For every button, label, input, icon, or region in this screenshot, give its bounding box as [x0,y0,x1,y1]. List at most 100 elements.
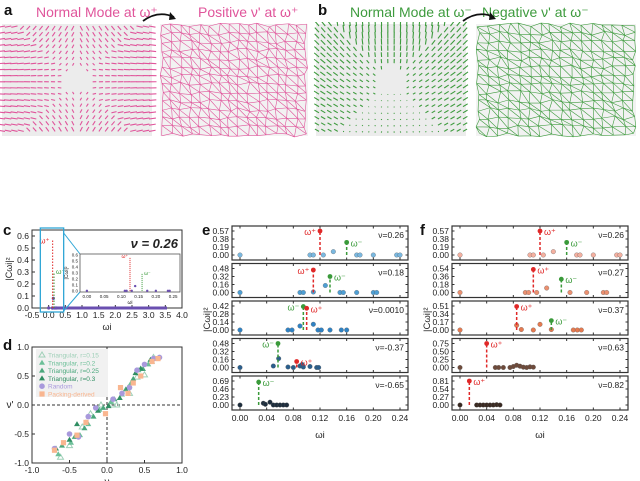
displacement-arrow [456,128,461,132]
displacement-arrow [58,44,62,49]
displacement-arrow [98,103,102,107]
data-point [300,290,306,295]
displacement-arrow [111,126,116,132]
displacement-arrow [339,110,345,114]
inset-y-tick-label: 0.2 [72,276,79,281]
omega-plus-point [294,359,300,364]
inset-omega-minus-label: ω⁻ [144,271,151,277]
displacement-arrow [123,56,131,59]
displacement-arrow [359,104,364,108]
displacement-arrow [361,131,364,133]
data-point [51,447,58,453]
displacement-arrow [38,25,43,31]
displacement-arrow [111,62,117,65]
data-point [237,327,243,333]
displacement-arrow [148,50,157,53]
displacement-arrow [367,31,370,39]
legend-marker [39,375,45,381]
displacement-arrow [361,22,364,27]
data-point [318,327,324,333]
displacement-arrow [332,71,339,77]
displacement-arrow [92,25,96,31]
displacement-arrow [368,118,370,121]
displacement-arrow [320,52,326,58]
displacement-arrow [456,90,462,95]
displacement-arrow [71,25,75,31]
data-point [262,401,268,407]
displacement-arrow [130,31,137,35]
y-tick-label: 0.27 [432,392,449,402]
displacement-arrow [443,33,449,39]
displacement-arrow [65,44,69,49]
omega-minus-point [344,239,350,245]
displacement-arrow [4,37,12,41]
displacement-arrow [104,109,109,114]
inset-x-tick-label: 0.15 [134,294,143,299]
data-point [155,356,161,362]
data-point [310,321,316,327]
displacement-arrow [85,56,89,61]
x-tick-label: 0.24 [612,413,629,423]
y-tick-label: 0.5 [17,243,29,253]
displacement-arrow [327,122,332,126]
displacement-arrow [65,69,69,72]
displacement-arrow [85,120,90,126]
y-tick-label: 0.00 [432,363,449,373]
x-tick-label: 0.20 [585,413,602,423]
displacement-arrow [418,92,423,95]
displacement-arrow [359,98,364,101]
displacement-arrow [361,24,364,33]
field-background [316,24,466,136]
x-tick-label: 0.08 [505,413,522,423]
displacement-arrow [71,97,75,101]
displacement-arrow [58,62,62,66]
displacement-arrow [10,44,18,47]
data-point [285,364,291,370]
displacement-arrow [320,33,326,39]
displacement-arrow [352,72,357,77]
inset-data-point [123,289,127,293]
displacement-arrow [346,78,351,83]
displacement-arrow [105,99,110,101]
data-point [83,419,89,425]
displacement-arrow [340,122,345,126]
displacement-arrow [117,99,124,101]
displacement-arrow [37,111,43,114]
displacement-arrow [136,62,144,65]
inset-y-tick-label: 0.4 [72,265,79,270]
data-point [540,252,546,258]
displacement-arrow [418,59,423,64]
y-tick-label: 0.69 [212,376,229,386]
displacement-arrow [98,126,103,132]
displacement-arrow [418,79,423,83]
y-tick-label: 0.00 [212,250,229,260]
displacement-arrow [44,99,49,101]
displacement-arrow [17,37,24,41]
displacement-arrow [326,84,332,89]
displacement-arrow [58,97,62,101]
displacement-arrow [98,115,102,120]
inset-data-point [154,289,158,293]
displacement-arrow [142,123,150,126]
omega-minus-point [256,379,262,385]
y-tick-label: 0.2 [17,279,29,289]
displacement-arrow [123,111,131,114]
displacement-arrow [314,22,320,27]
displacement-arrow [16,56,24,59]
displacement-arrow [58,109,62,114]
displacement-arrow [23,99,31,101]
displacement-arrow [437,52,443,58]
displacement-arrow [361,38,364,45]
panel-label-b: b [318,2,328,19]
network-mesh-a [159,22,308,138]
displacement-arrow [462,96,469,101]
displacement-arrow [85,115,90,120]
displacement-arrow [456,109,462,114]
displacement-arrow [437,25,440,33]
displacement-arrow [71,126,75,132]
displacement-arrow [437,22,440,27]
displacement-arrow [462,122,468,126]
data-point [134,367,140,373]
transition-arrow-a [142,12,176,22]
displacement-arrow [136,31,143,34]
